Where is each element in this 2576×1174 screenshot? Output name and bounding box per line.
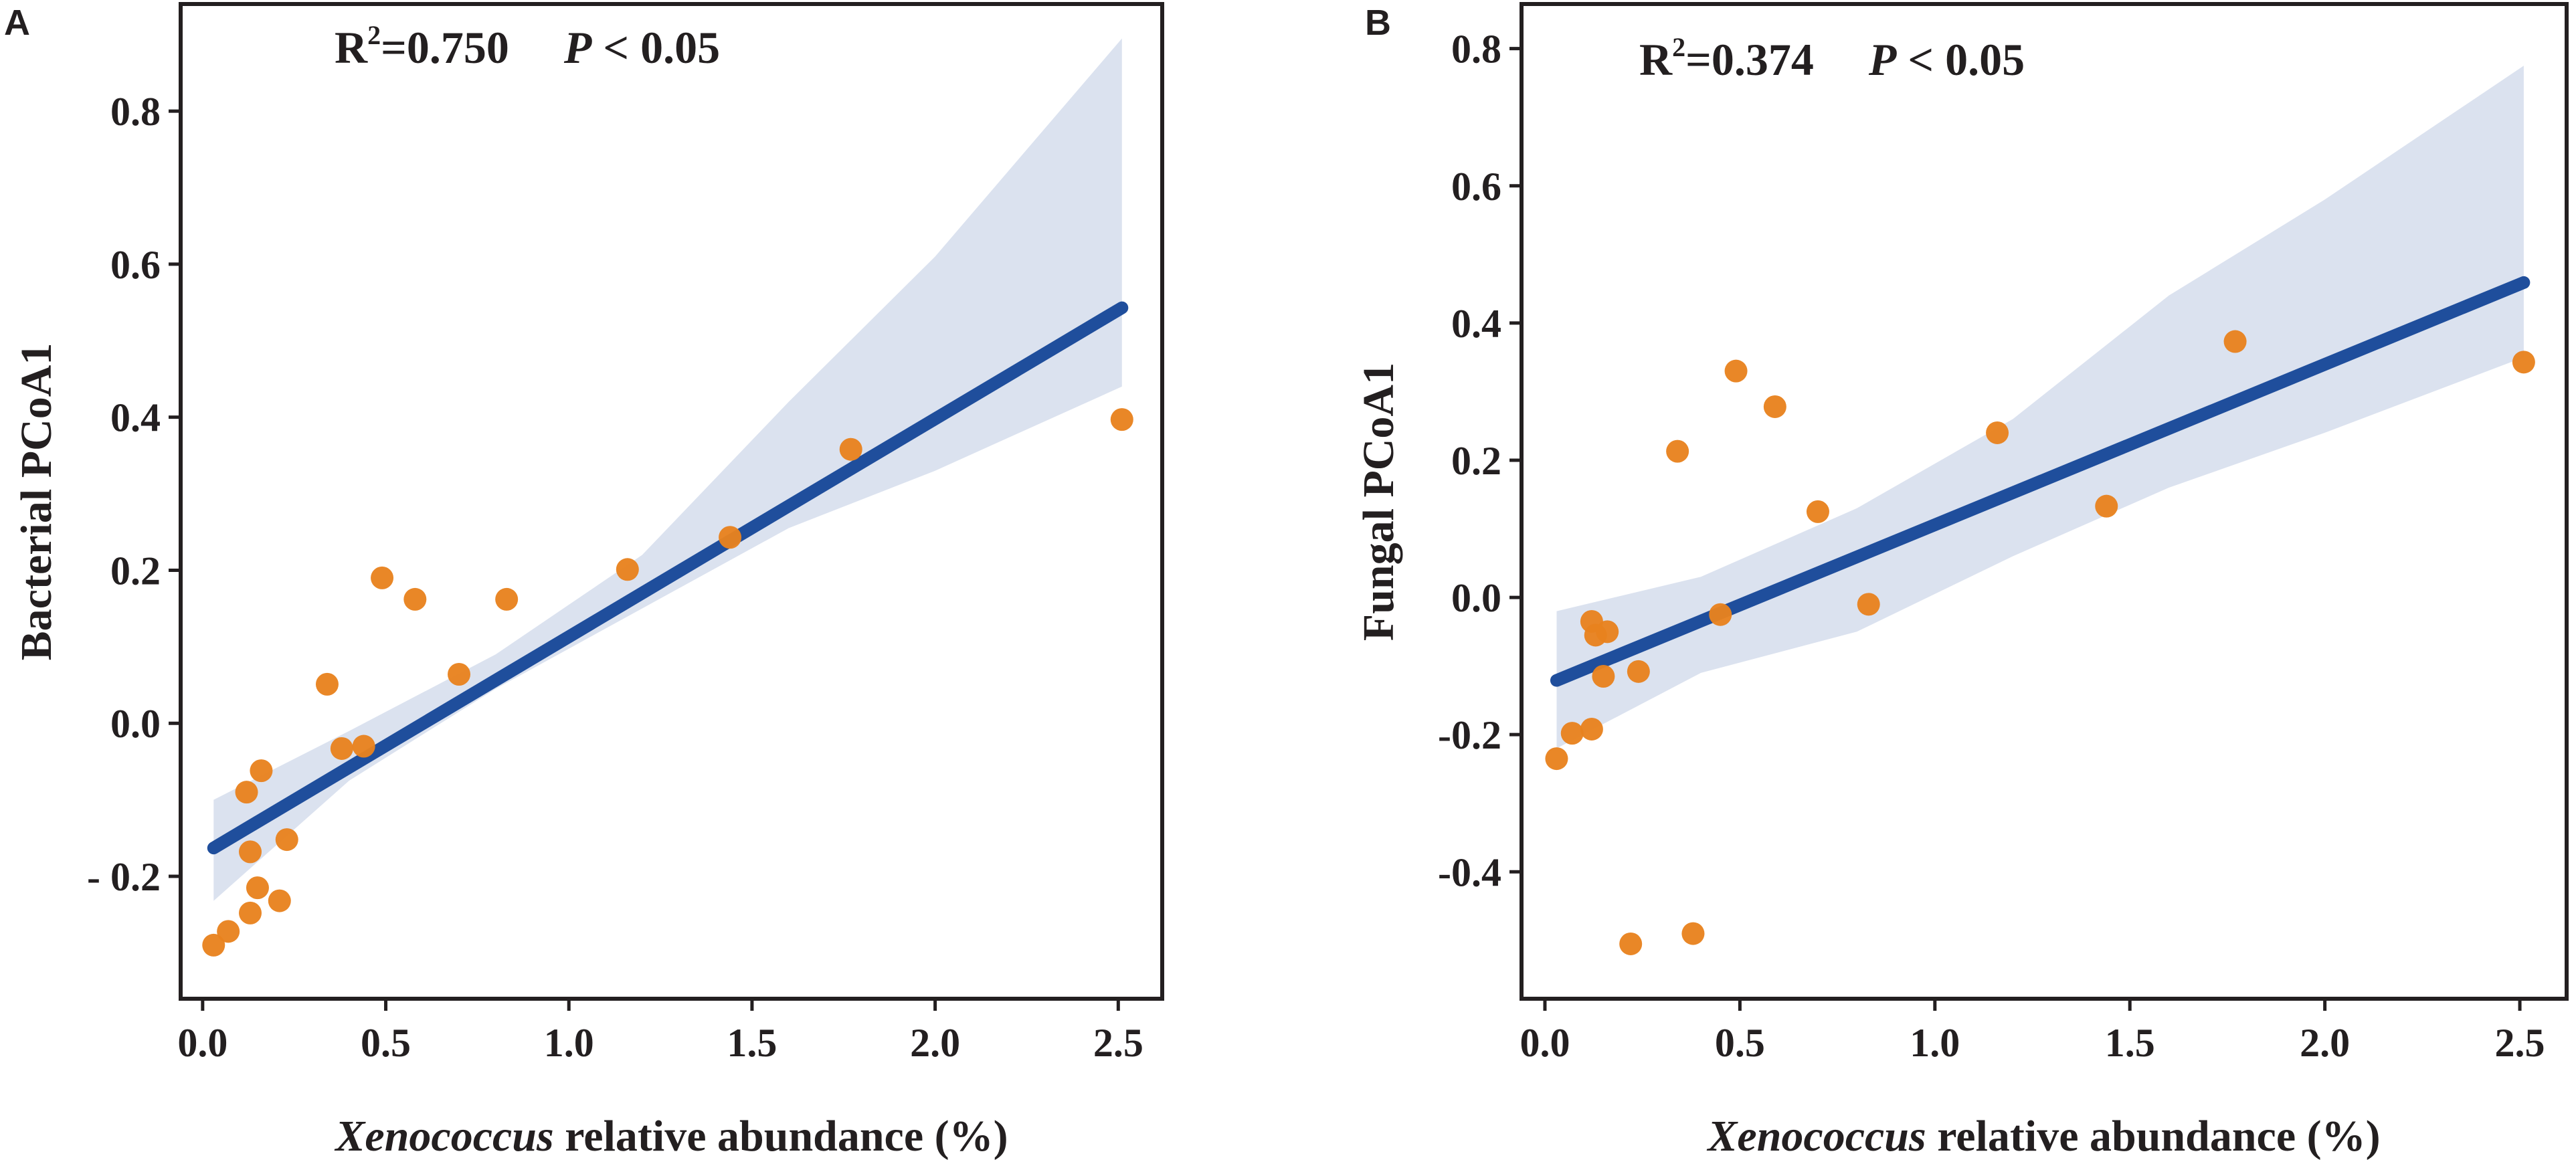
panel-b-y-tick-label-2: -0.2 (1438, 713, 1501, 757)
panel-a-data-point-11 (330, 737, 353, 760)
panel-a-data-point-12 (352, 735, 375, 758)
panel-a-y-tick-label-3: 0.2 (110, 549, 161, 593)
panel-a-x-tick-label-5: 2.0 (910, 1021, 960, 1065)
panel-b-data-point-16 (1857, 593, 1880, 616)
panel-a-stat-annotation: R2=0.750 P < 0.05 (335, 20, 720, 73)
panel-a-data-point-2 (217, 920, 240, 943)
panel-a-x-tick-label-6: 2.5 (1093, 1021, 1143, 1065)
panel-a-x-axis-label: Xenococcus relative abundance (%) (334, 1112, 1008, 1161)
panel-a-y-tick-label-5: 0.6 (110, 243, 161, 287)
panel-b-data-point-19 (2223, 330, 2247, 353)
panel-a-data-point-3 (235, 781, 258, 804)
panel-b-data-point-15 (1806, 500, 1829, 523)
panel-a-data-point-1 (202, 933, 225, 957)
panel-a-data-point-9 (275, 828, 298, 852)
panel-a-data-point-20 (1110, 408, 1133, 431)
panel-b-data-point-20 (2512, 351, 2535, 374)
panel-b-y-tick-label-3: 0.0 (1451, 576, 1501, 620)
panel-a-data-point-5 (239, 901, 262, 924)
panel-b-x-axis-label: Xenococcus relative abundance (%) (1706, 1112, 2380, 1161)
panel-a-data-point-6 (250, 759, 273, 783)
panel-b-plot-area: -0.4 -0.2 0.0 0.2 0.4 0.6 0.8 0.0 0.5 1.0 1.5 2.0 2.… (1438, 27, 2545, 1065)
panel-b-data-point-17 (1986, 421, 2009, 444)
panel-a-data-point-17 (616, 558, 639, 581)
panel-b-data-point-12 (1709, 603, 1732, 626)
panel-b-data-point-14 (1763, 395, 1786, 418)
panel-a-data-point-16 (495, 587, 519, 611)
panel-a-data-point-4 (239, 840, 262, 864)
panel-b-data-point-4 (1580, 717, 1603, 741)
panel-b-x-tick-label-6: 2.5 (2495, 1021, 2545, 1065)
panel-b-data-point-7 (1596, 620, 1619, 644)
panel-a-y-axis-label: Bacterial PCoA1 (12, 343, 61, 661)
panel-b-data-point-1 (1545, 747, 1568, 771)
panel-b-data-point-10 (1666, 439, 1689, 463)
panel-a-label: A (4, 3, 30, 43)
panel-a-x-tick-label-1: 0.0 (177, 1021, 227, 1065)
panel-b-y-tick-label-6: 0.6 (1451, 165, 1501, 209)
panel-b-y-tick-label-1: -0.4 (1438, 850, 1501, 894)
panel-b-x-tick-label-3: 1.0 (1910, 1021, 1960, 1065)
panel-b-data-point-11 (1681, 922, 1705, 945)
panel-b-x-tick-label-1: 0.0 (1520, 1021, 1570, 1065)
panel-b-data-point-6 (1592, 665, 1615, 688)
panel-a-confidence-band (213, 38, 1122, 901)
panel-b-data-point-13 (1724, 359, 1748, 383)
panel-a-data-point-15 (448, 663, 471, 686)
panel-a-data-point-14 (403, 587, 427, 611)
panel-a-data-point-18 (719, 526, 742, 549)
panel-a-plot-area: - 0.2 0.0 0.2 0.4 0.6 0.8 0.0 0.5 1.0 1.5 2.0 2.5 (87, 38, 1143, 1065)
panel-b-y-tick-label-7: 0.8 (1451, 27, 1501, 72)
panel-b-y-tick-label-4: 0.2 (1451, 439, 1501, 483)
panel-a-y-tick-label-4: 0.4 (110, 396, 161, 440)
panel-b-x-tick-label-2: 0.5 (1715, 1021, 1765, 1065)
panel-a-regression-line (207, 301, 1129, 855)
panel-a-y-tick-label-6: 0.8 (110, 90, 161, 134)
panel-a-y-tick-label-2: 0.0 (110, 702, 161, 746)
panel-a-data-point-8 (268, 889, 291, 912)
panel-b-confidence-band (1556, 66, 2524, 749)
panel-b-x-tick-label-5: 2.0 (2300, 1021, 2350, 1065)
panel-b-data-point-9 (1627, 660, 1650, 683)
panel-b-data-point-18 (2095, 494, 2118, 518)
panel-a-data-point-10 (315, 672, 339, 696)
panel-b-stat-annotation: R2=0.374 P < 0.05 (1639, 32, 2025, 85)
panel-b-y-tick-label-5: 0.4 (1451, 302, 1501, 346)
panel-a: A - 0.2 0.0 0.2 0.4 0.6 0.8 0.0 0.5 1.0 1.5 2.0 2.5… (4, 2, 1164, 1161)
panel-b-regression-line (1550, 276, 2531, 687)
panel-a-data-point-19 (839, 437, 862, 461)
panel-a-data-point-13 (371, 566, 394, 589)
panel-b-x-tick-label-4: 1.5 (2105, 1021, 2155, 1065)
panel-a-x-tick-label-2: 0.5 (361, 1021, 411, 1065)
panel-b-label: B (1365, 3, 1391, 43)
panel-a-data-point-7 (246, 876, 269, 900)
panel-a-axes-frame (179, 2, 1164, 1001)
panel-b-data-point-2 (1560, 722, 1584, 745)
panel-a-y-tick-label-1: - 0.2 (87, 855, 161, 899)
panel-a-x-tick-label-4: 1.5 (727, 1021, 777, 1065)
panel-b: B -0.4 -0.2 0.0 0.2 0.4 0.6 0.8 0.0 0.5 1.0 1.5 2.0… (1354, 2, 2569, 1161)
panel-b-data-point-8 (1619, 932, 1643, 955)
panel-b-axes-frame (1520, 2, 2569, 1001)
panel-b-y-axis-label: Fungal PCoA1 (1354, 363, 1403, 641)
panel-a-x-tick-label-3: 1.0 (544, 1021, 594, 1065)
